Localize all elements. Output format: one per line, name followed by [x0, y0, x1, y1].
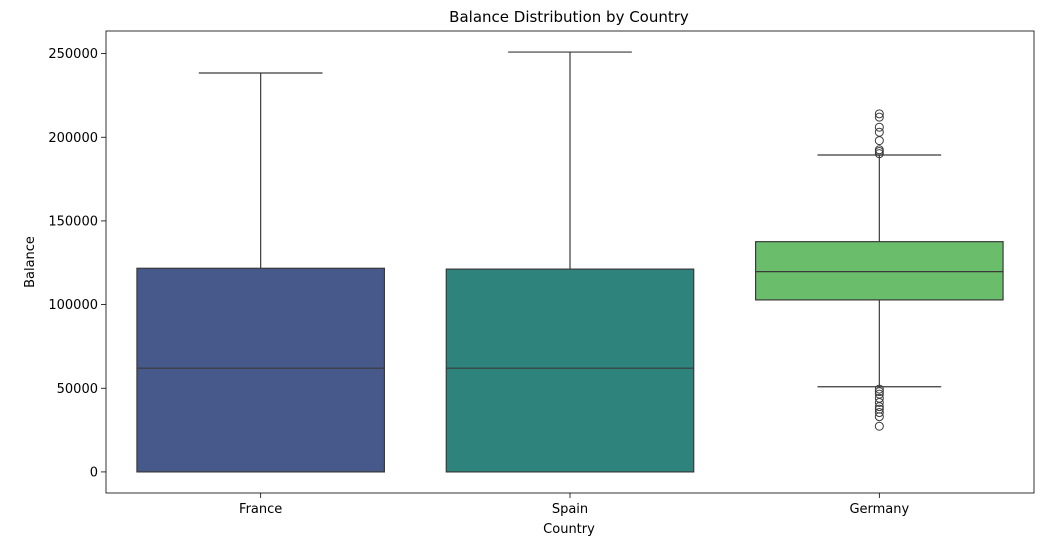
outlier-point [874, 145, 884, 155]
iqr-box [136, 267, 385, 473]
outlier-point [874, 127, 884, 137]
outlier-point [874, 384, 884, 394]
y-axis: 0 50000 100000 150000 200000 250000 [48, 47, 106, 480]
outlier-point [874, 112, 884, 122]
box-spain [445, 51, 695, 473]
outlier-point [874, 387, 884, 397]
x-tick-label-germany: Germany [849, 502, 909, 517]
outlier-point [874, 421, 884, 431]
iqr-box [754, 241, 1004, 301]
y-tick-label: 200000 [48, 131, 98, 146]
x-axis-label: Country [543, 522, 595, 537]
outlier-point [874, 149, 884, 159]
y-tick-label: 0 [90, 465, 98, 480]
outlier-point [874, 122, 884, 132]
box-germany [754, 109, 1004, 431]
outlier-point [874, 408, 884, 418]
outlier-point [874, 404, 884, 414]
plot-area [136, 51, 1004, 473]
x-axis: France Spain Germany [239, 493, 910, 517]
y-tick-label: 250000 [48, 47, 98, 62]
x-tick-label-spain: Spain [552, 502, 588, 517]
outlier-point [874, 389, 884, 399]
y-axis-label: Balance [23, 236, 38, 288]
y-tick-label: 150000 [48, 214, 98, 229]
box-france [136, 72, 385, 473]
x-tick-label-france: France [239, 502, 282, 517]
outlier-point [874, 109, 884, 119]
outlier-point [874, 136, 884, 146]
iqr-box [445, 268, 695, 473]
chart-title: Balance Distribution by Country [449, 8, 689, 26]
y-tick-label: 100000 [48, 298, 98, 313]
outlier-point [874, 393, 884, 403]
y-tick-label: 50000 [57, 382, 98, 397]
